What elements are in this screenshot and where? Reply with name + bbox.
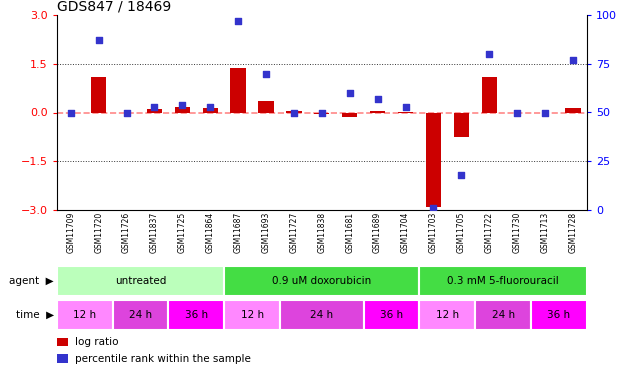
Bar bbox=[230, 68, 246, 112]
Point bbox=[122, 110, 132, 116]
Point bbox=[66, 110, 76, 116]
Bar bbox=[57, 338, 68, 346]
Point bbox=[317, 110, 327, 116]
Bar bbox=[224, 300, 280, 330]
Point bbox=[428, 205, 439, 211]
Bar bbox=[147, 109, 162, 112]
Bar bbox=[398, 111, 413, 112]
Point bbox=[261, 70, 271, 76]
Text: 24 h: 24 h bbox=[310, 310, 333, 320]
Point bbox=[177, 102, 187, 108]
Bar bbox=[57, 266, 224, 296]
Bar bbox=[168, 300, 224, 330]
Point bbox=[205, 104, 215, 110]
Bar bbox=[342, 112, 357, 117]
Bar bbox=[426, 112, 441, 207]
Bar bbox=[531, 300, 587, 330]
Text: 36 h: 36 h bbox=[547, 310, 570, 320]
Point bbox=[401, 104, 411, 110]
Bar bbox=[314, 112, 329, 114]
Text: untreated: untreated bbox=[115, 276, 166, 286]
Bar bbox=[420, 266, 587, 296]
Bar bbox=[370, 111, 386, 112]
Point bbox=[456, 172, 466, 178]
Text: GDS847 / 18469: GDS847 / 18469 bbox=[57, 0, 171, 14]
Text: 24 h: 24 h bbox=[129, 310, 152, 320]
Text: 12 h: 12 h bbox=[436, 310, 459, 320]
Bar bbox=[175, 106, 190, 112]
Point bbox=[233, 18, 243, 24]
Point bbox=[512, 110, 522, 116]
Bar bbox=[481, 77, 497, 112]
Bar bbox=[203, 108, 218, 112]
Point bbox=[484, 51, 494, 57]
Text: 12 h: 12 h bbox=[73, 310, 97, 320]
Bar bbox=[454, 112, 469, 137]
Point bbox=[540, 110, 550, 116]
Text: 24 h: 24 h bbox=[492, 310, 515, 320]
Text: 0.3 mM 5-fluorouracil: 0.3 mM 5-fluorouracil bbox=[447, 276, 559, 286]
Text: 12 h: 12 h bbox=[240, 310, 264, 320]
Point bbox=[93, 38, 103, 44]
Point bbox=[568, 57, 578, 63]
Bar bbox=[280, 300, 363, 330]
Text: agent  ▶: agent ▶ bbox=[9, 276, 54, 286]
Bar bbox=[565, 108, 581, 112]
Text: percentile rank within the sample: percentile rank within the sample bbox=[75, 354, 251, 363]
Text: 36 h: 36 h bbox=[185, 310, 208, 320]
Bar bbox=[91, 77, 106, 112]
Bar bbox=[363, 300, 420, 330]
Point bbox=[372, 96, 382, 102]
Bar bbox=[57, 354, 68, 363]
Bar bbox=[258, 101, 274, 112]
Text: 0.9 uM doxorubicin: 0.9 uM doxorubicin bbox=[272, 276, 372, 286]
Point bbox=[345, 90, 355, 96]
Bar bbox=[224, 266, 420, 296]
Bar bbox=[112, 300, 168, 330]
Point bbox=[289, 110, 299, 116]
Bar bbox=[420, 300, 475, 330]
Text: time  ▶: time ▶ bbox=[16, 310, 54, 320]
Point bbox=[150, 104, 160, 110]
Bar bbox=[286, 111, 302, 112]
Bar bbox=[57, 300, 112, 330]
Text: log ratio: log ratio bbox=[75, 337, 119, 346]
Text: 36 h: 36 h bbox=[380, 310, 403, 320]
Bar bbox=[475, 300, 531, 330]
